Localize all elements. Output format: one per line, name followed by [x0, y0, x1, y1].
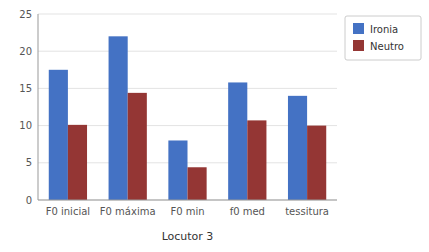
- grid-line: [38, 200, 337, 201]
- y-tick-label: 10: [19, 120, 32, 131]
- x-axis-line: [38, 200, 337, 201]
- bar: [228, 82, 247, 200]
- y-axis-line: [38, 14, 39, 200]
- bar: [247, 120, 266, 200]
- y-grid: [38, 14, 337, 200]
- bar: [288, 96, 307, 200]
- legend-label: Ironia: [370, 24, 398, 35]
- y-tick-label: 20: [19, 46, 32, 57]
- grid-line: [38, 14, 337, 15]
- y-tick-label: 5: [26, 157, 32, 168]
- y-tick-label: 15: [19, 83, 32, 94]
- grid-line: [38, 88, 337, 89]
- y-tick-label: 25: [19, 9, 32, 20]
- chart-container: 0 5 10 15 20 25 F0 inicial F0 máxima F0 min f0 me…: [0, 0, 429, 252]
- x-tick-label: F0 inicial: [46, 206, 90, 217]
- chart-svg: 0 5 10 15 20 25 F0 inicial F0 máxima F0 min f0 me…: [0, 0, 429, 252]
- bar: [307, 126, 326, 200]
- bar: [128, 93, 147, 200]
- x-tick-label: F0 min: [170, 206, 204, 217]
- grid-line: [38, 51, 337, 52]
- y-tick-label: 0: [26, 195, 32, 206]
- legend-swatch: [353, 40, 364, 51]
- bar: [168, 140, 187, 200]
- bars: [49, 36, 326, 200]
- x-axis-label: Locutor 3: [162, 230, 214, 243]
- legend-label: Neutro: [370, 41, 404, 52]
- bar: [188, 167, 207, 200]
- x-tick-label: tessitura: [285, 206, 329, 217]
- legend-frame: [345, 16, 421, 60]
- bar: [109, 36, 128, 200]
- x-tick-label: f0 med: [230, 206, 265, 217]
- bar: [49, 70, 68, 200]
- legend: Ironia Neutro: [345, 16, 421, 60]
- legend-swatch: [353, 23, 364, 34]
- x-tick-label: F0 máxima: [100, 206, 156, 217]
- bar: [68, 125, 87, 200]
